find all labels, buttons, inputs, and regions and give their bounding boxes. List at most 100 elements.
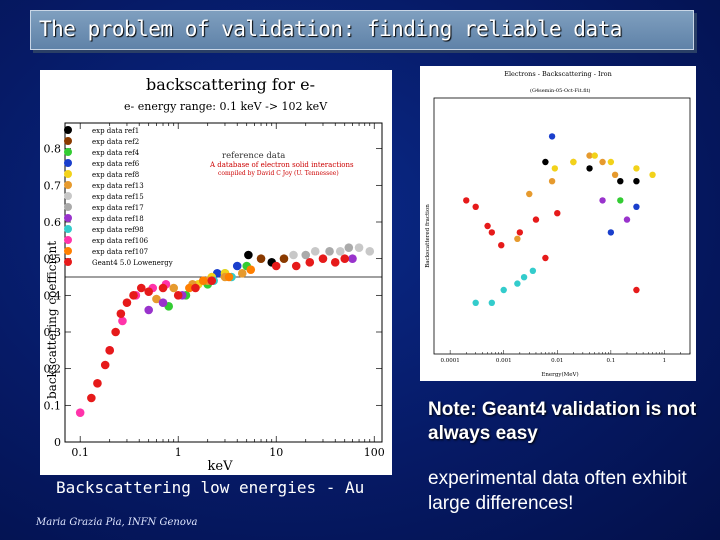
right-x-axis-label: Energy(MeV): [541, 371, 578, 378]
legend-marker: [64, 126, 72, 134]
right-data-point: [649, 171, 656, 178]
data-point: [198, 276, 208, 285]
data-point: [348, 254, 357, 263]
data-point: [256, 254, 266, 263]
x-axis-label: keV: [208, 459, 234, 474]
iron-backscattering-chart: Electrons - Backscattering - Iron (G4sem…: [420, 66, 696, 381]
legend-marker: [64, 137, 72, 145]
data-point: [330, 258, 340, 267]
right-data-point: [472, 299, 479, 306]
annotation-line2: compiled by David C Joy (U. Tennessee): [218, 170, 339, 177]
right-data-point: [498, 242, 505, 249]
right-data-point: [463, 197, 470, 204]
right-data-point: [633, 203, 640, 210]
data-point: [279, 254, 289, 263]
data-point: [291, 261, 301, 271]
right-data-point: [484, 222, 491, 230]
right-data-point: [554, 210, 561, 217]
right-data-point: [526, 190, 533, 198]
data-point: [271, 261, 281, 271]
data-point: [301, 250, 311, 260]
validation-note: Note: Geant4 validation is not always ea…: [428, 399, 697, 444]
x-tick-label: 1: [175, 446, 182, 459]
data-point: [185, 283, 194, 293]
reference-data-annotation: reference data A database of electron so…: [209, 151, 354, 177]
plot-caption: Backscattering low energies - Au: [56, 478, 365, 497]
legend-label: Geant4 5.0 Lowenergy: [92, 259, 173, 267]
legend-label: exp data ref107: [92, 248, 148, 256]
legend-label: exp data ref1: [92, 127, 139, 135]
y-tick-label: 0.2: [44, 363, 62, 376]
right-data-point: [488, 299, 496, 306]
data-point: [158, 298, 168, 307]
iron-backscattering-plot: Electrons - Backscattering - Iron (G4sem…: [420, 66, 696, 381]
right-data-point: [529, 267, 537, 274]
author-footer: Maria Grazia Pia, INFN Genova: [36, 517, 198, 528]
x-tick-label: 100: [364, 446, 385, 459]
data-point: [305, 258, 315, 267]
gold-backscattering-plot: backscattering for e- e- energy range: 0…: [40, 70, 392, 475]
right-chart-subtitle: (G4semin-05-Oct-Fit.fit): [530, 87, 591, 94]
legend-marker: [64, 159, 72, 167]
right-data-point: [514, 280, 521, 287]
y-tick-label: 0.8: [44, 143, 62, 156]
right-data-point: [514, 235, 521, 242]
y-tick-label: 0.1: [44, 399, 62, 412]
legend-marker: [64, 247, 72, 255]
right-data-point: [472, 203, 479, 210]
gold-backscattering-chart: backscattering for e- e- energy range: 0…: [40, 70, 392, 475]
legend-label: exp data ref4: [92, 149, 140, 157]
data-point: [310, 247, 320, 256]
data-point: [365, 247, 375, 256]
right-chart-title: Electrons - Backscattering - Iron: [504, 70, 612, 78]
legend-label: exp data ref8: [92, 171, 139, 179]
right-data-point: [617, 178, 624, 185]
right-plot-frame: [433, 97, 691, 355]
legend-marker: [64, 225, 72, 233]
data-point: [224, 272, 234, 282]
slide-title-box: The problem of validation: finding relia…: [30, 10, 694, 50]
legend-label: exp data ref2: [92, 138, 139, 146]
right-data-point: [548, 178, 556, 185]
right-x-tick-label: 0.01: [551, 358, 563, 364]
data-point: [318, 254, 328, 263]
legend-label: exp data ref98: [92, 226, 144, 234]
right-data-point: [623, 216, 631, 223]
legend-marker: [64, 181, 72, 189]
data-point: [93, 379, 102, 388]
right-x-tick-label: 0.1: [606, 358, 615, 364]
legend-marker: [64, 170, 72, 178]
data-point: [136, 283, 146, 293]
slide-title: The problem of validation: finding relia…: [39, 17, 622, 41]
legend-label: exp data ref17: [92, 204, 144, 212]
annotation-heading: reference data: [222, 151, 285, 161]
right-data-point: [586, 165, 593, 172]
legend-label: exp data ref18: [92, 215, 144, 223]
annotation-line1: A database of electron solid interaction…: [209, 161, 354, 169]
right-y-axis-label: Backscattered fraction: [425, 204, 431, 268]
legend-marker: [64, 192, 72, 200]
right-data-point: [570, 158, 577, 166]
data-point: [340, 254, 350, 263]
plot-frame: [64, 122, 383, 443]
legend-marker: [64, 214, 72, 222]
right-data-point: [542, 254, 549, 262]
y-axis-label: backscattering coefficient: [45, 241, 59, 399]
right-data-point: [633, 286, 640, 294]
data-point: [335, 247, 345, 256]
y-tick-label: 0.3: [44, 326, 62, 339]
right-data-point: [617, 197, 624, 204]
right-data-point: [532, 216, 540, 223]
right-data-point: [607, 158, 615, 166]
right-x-tick-label: 0.001: [496, 358, 512, 364]
data-point: [289, 250, 298, 260]
legend-marker: [64, 148, 72, 156]
legend-label: exp data ref106: [92, 237, 149, 245]
data-point: [344, 243, 354, 252]
right-data-point: [586, 152, 593, 159]
data-point: [237, 269, 247, 278]
data-point: [244, 250, 253, 260]
data-point: [207, 276, 217, 285]
legend-marker: [64, 236, 72, 244]
legend-label: exp data ref6: [92, 160, 140, 168]
